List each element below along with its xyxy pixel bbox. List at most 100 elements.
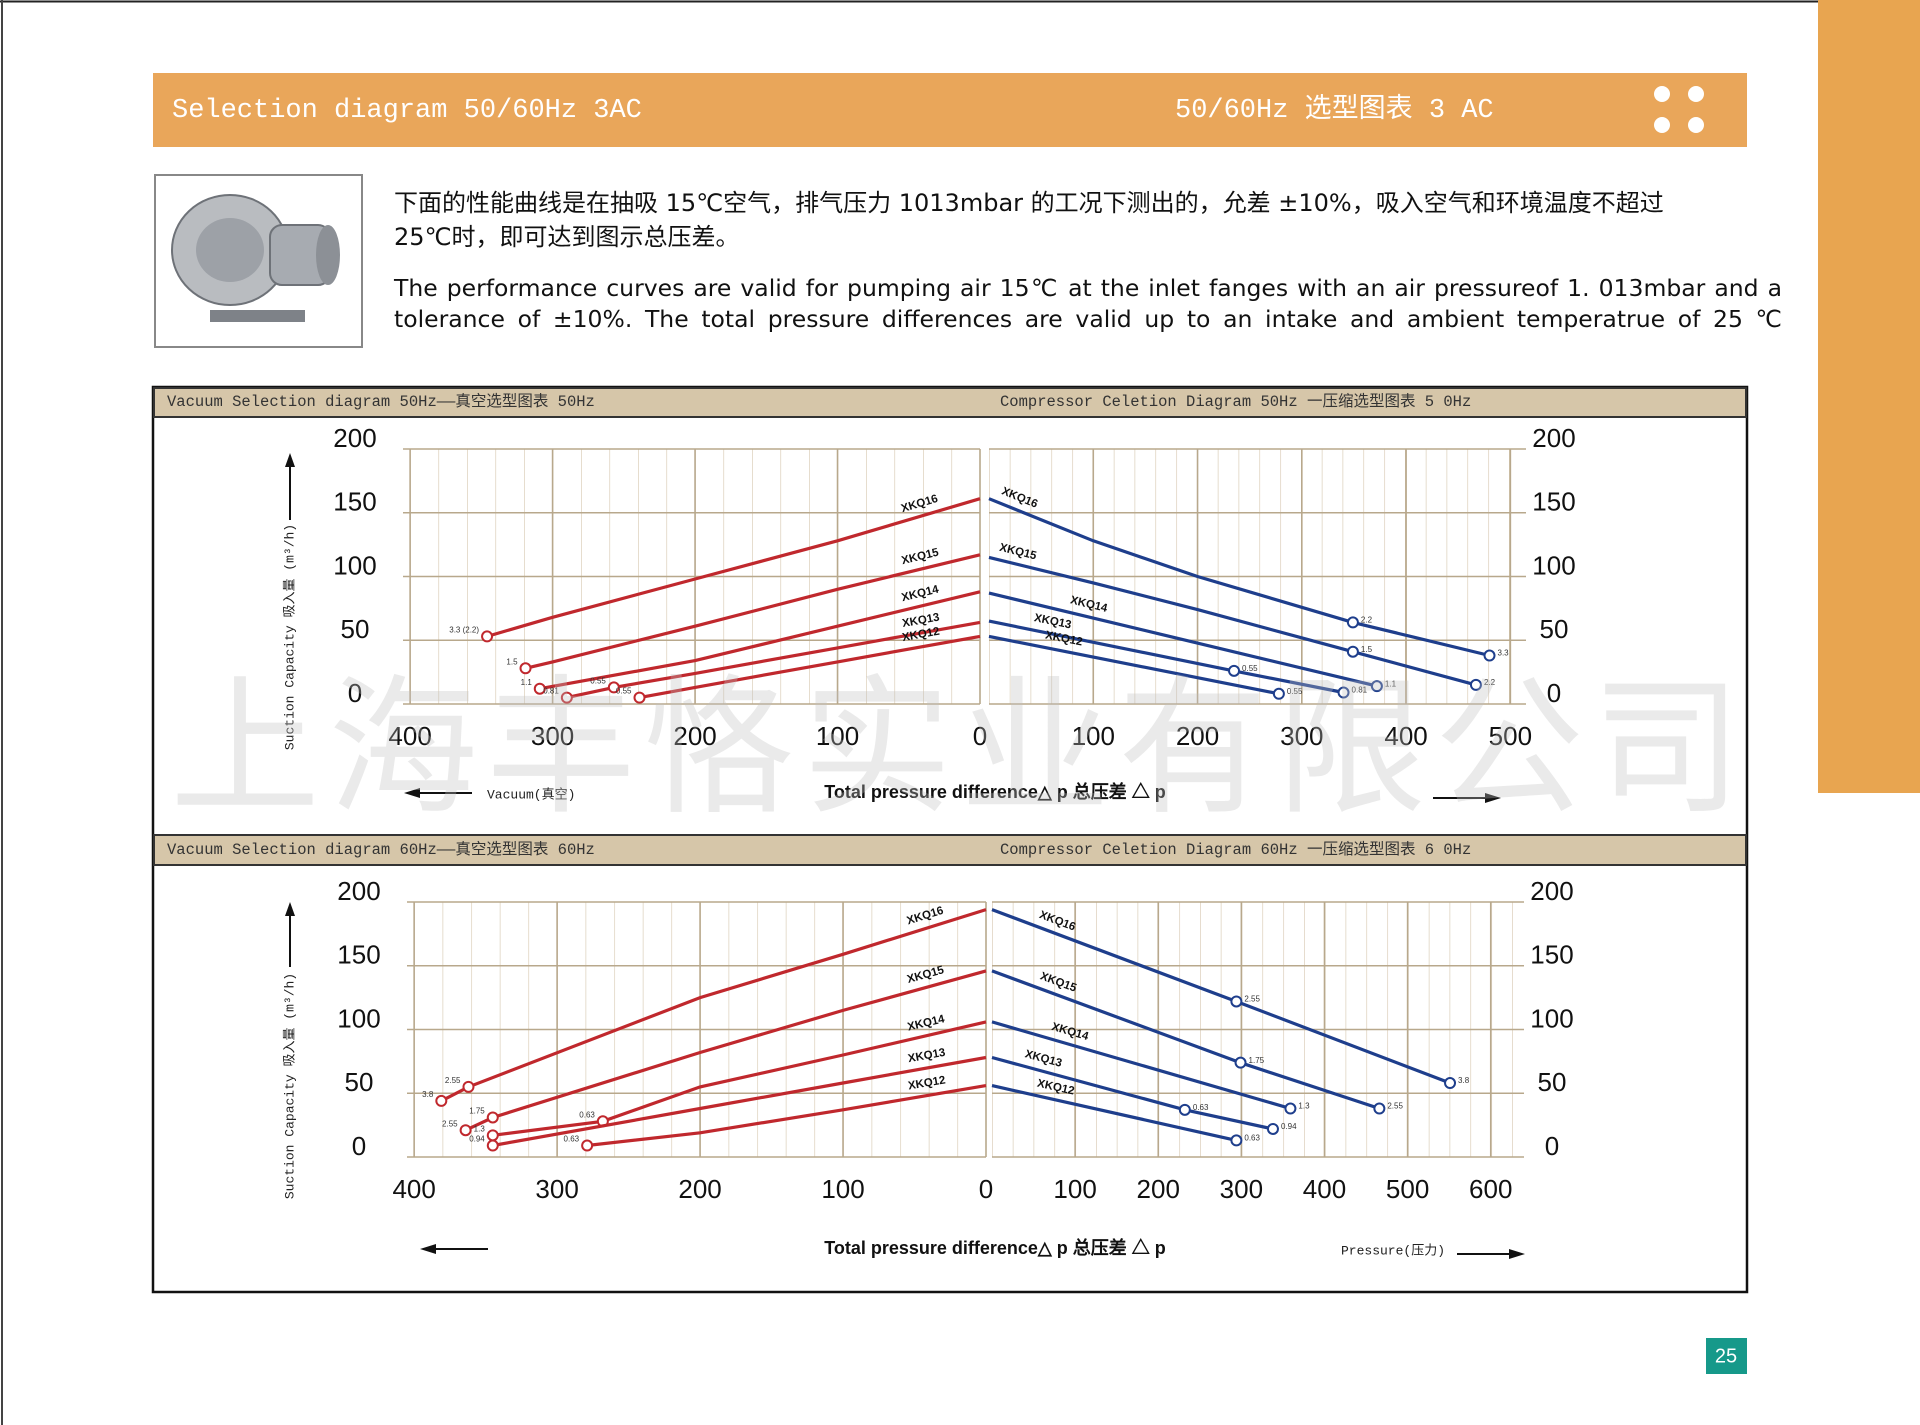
header-band	[153, 73, 1747, 147]
series-line	[486, 497, 981, 638]
point-marker	[581, 1139, 594, 1152]
series-line	[539, 590, 981, 691]
point-marker	[486, 1111, 499, 1124]
point-marker	[1483, 649, 1496, 662]
y-tick-label: 0	[352, 1131, 366, 1161]
arrow-head	[1509, 1249, 1525, 1259]
y-tick-label: 100	[1532, 550, 1575, 580]
point-marker	[1444, 1077, 1457, 1090]
series-line	[988, 555, 1477, 687]
x-tick-label: 200	[678, 1174, 721, 1204]
chart-title: Vacuum Selection diagram 50Hz——真空选型图表 50…	[167, 392, 595, 411]
page-number-box	[1706, 1338, 1747, 1374]
series-line	[988, 497, 1490, 658]
x-tick-label: 0	[979, 1174, 993, 1204]
intro-en: The performance curves are valid for pum…	[394, 274, 1782, 333]
point-marker	[1373, 1102, 1386, 1115]
point-marker	[1272, 687, 1285, 700]
y-tick-label: 150	[1532, 487, 1575, 517]
point-marker	[607, 681, 620, 694]
point-label: 1.3	[1298, 1102, 1310, 1111]
x-tick-label: 0	[973, 721, 987, 751]
point-marker	[486, 1129, 499, 1142]
y-tick-label: 200	[1530, 876, 1573, 906]
x-tick-label: 100	[1053, 1174, 1096, 1204]
y-tick-label: 150	[337, 940, 380, 970]
series-line	[991, 1084, 1237, 1142]
point-label: 2.2	[1361, 616, 1373, 625]
x-tick-label: 500	[1489, 721, 1532, 751]
x-tick-label: 600	[1469, 1174, 1512, 1204]
point-marker	[1266, 1122, 1279, 1135]
y-tick-label: 100	[333, 550, 376, 580]
x-tick-label: 100	[821, 1174, 864, 1204]
y-tick-label: 200	[1532, 423, 1575, 453]
point-label: 0.55	[1242, 664, 1258, 673]
point-label: 2.55	[1244, 995, 1260, 1004]
y-tick-label: 150	[1530, 940, 1573, 970]
point-marker	[459, 1124, 472, 1137]
point-marker	[462, 1080, 475, 1093]
point-marker	[1230, 995, 1243, 1008]
arrow-head	[285, 453, 295, 467]
point-marker	[633, 691, 646, 704]
series-line	[492, 1055, 987, 1148]
series-line	[586, 1084, 987, 1148]
point-label: 0.63	[1193, 1103, 1209, 1112]
arrow-head	[1485, 793, 1501, 803]
x-tick-label: 100	[816, 721, 859, 751]
x-tick-label: 300	[1280, 721, 1323, 751]
header-dots	[1654, 86, 1704, 133]
y-tick-label: 0	[348, 678, 362, 708]
y-axis-title: Suction Capacity 吸入量 (m³/h)	[282, 973, 297, 1199]
panel-header	[153, 834, 1747, 866]
x-tick-label: 500	[1386, 1174, 1429, 1204]
point-label: 0.81	[1352, 686, 1368, 695]
direction-label: Pressure(压力)	[1341, 1243, 1445, 1258]
y-tick-label: 50	[1538, 1067, 1567, 1097]
point-marker	[1469, 678, 1482, 691]
point-marker	[533, 682, 546, 695]
panel-header	[153, 387, 1747, 418]
point-marker	[1284, 1102, 1297, 1115]
y-tick-label: 200	[333, 423, 376, 453]
series-line	[566, 620, 981, 700]
arrow-head	[420, 1244, 436, 1254]
point-label: 0.55	[1287, 687, 1303, 696]
series-line	[991, 1020, 1291, 1111]
y-axis-title: Suction Capacity 吸入量 (m³/h)	[282, 524, 297, 750]
point-marker	[560, 691, 573, 704]
point-marker	[519, 662, 532, 675]
y-tick-label: 150	[333, 487, 376, 517]
point-marker	[1337, 686, 1350, 699]
point-label: 0.63	[1244, 1134, 1260, 1143]
series-line	[988, 591, 1378, 688]
point-label: 2.55	[445, 1076, 461, 1085]
series-line	[464, 969, 987, 1132]
point-label: 0.55	[616, 687, 632, 696]
direction-label: Vacuum(真空)	[487, 787, 575, 802]
header-title-cn: 50/60Hz 选型图表 3 AC	[1175, 93, 1494, 126]
y-tick-label: 0	[1545, 1131, 1559, 1161]
point-marker	[486, 1139, 499, 1152]
x-tick-label: 200	[1176, 721, 1219, 751]
point-marker	[1370, 680, 1383, 693]
header-title: Selection diagram 50/60Hz 3AC	[172, 96, 642, 126]
chart-title: Compressor Celetion Diagram 60Hz 一压缩选型图表…	[1000, 840, 1471, 859]
point-label: 0.55	[590, 677, 606, 686]
x-tick-label: 300	[535, 1174, 578, 1204]
x-tick-label: 300	[1220, 1174, 1263, 1204]
chart-title: Compressor Celetion Diagram 50Hz 一压缩选型图表…	[1000, 392, 1471, 411]
point-label: 1.5	[1361, 645, 1373, 654]
y-tick-label: 50	[341, 614, 370, 644]
point-label: 0.81	[543, 687, 559, 696]
x-tick-label: 400	[1384, 721, 1427, 751]
point-marker	[435, 1094, 448, 1107]
point-label: 1.5	[506, 657, 518, 666]
x-tick-label: 300	[531, 721, 574, 751]
point-label: 2.55	[442, 1119, 458, 1128]
series-line	[440, 908, 987, 1103]
series-line	[639, 634, 981, 700]
point-label: 1.75	[469, 1107, 485, 1116]
